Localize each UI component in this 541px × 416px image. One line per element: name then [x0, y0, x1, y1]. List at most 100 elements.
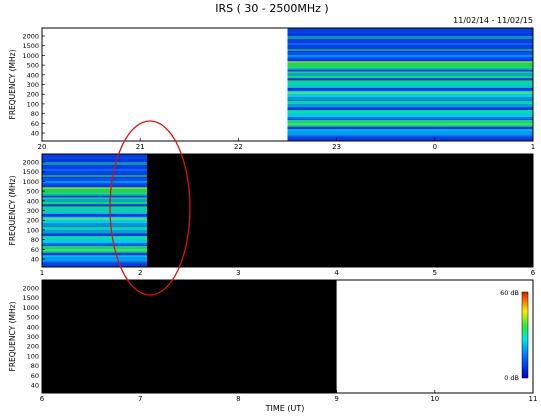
texture-line: [42, 237, 148, 238]
texture-line: [42, 230, 148, 231]
no-signal-region: [147, 154, 533, 267]
y-axis-label: FREQUENCY (MHz): [8, 175, 17, 245]
date-range: 11/02/14 - 11/02/15: [453, 16, 533, 25]
y-tick-label: 300: [27, 81, 39, 89]
x-tick-label: 5: [433, 269, 437, 277]
texture-line: [287, 56, 533, 57]
y-axis-label: FREQUENCY (MHz): [8, 301, 17, 371]
texture-line: [42, 163, 148, 164]
texture-line: [287, 73, 533, 74]
texture-line: [287, 49, 533, 50]
texture-line: [287, 87, 533, 88]
y-tick-label: 60: [31, 120, 39, 128]
y-tick-label: 1000: [22, 52, 39, 60]
texture-line: [287, 61, 533, 62]
frequency-band: [287, 100, 533, 108]
y-tick-label: 1500: [22, 294, 39, 302]
x-tick-label: 1: [531, 143, 535, 151]
texture-line: [287, 38, 533, 39]
texture-line: [287, 123, 533, 124]
texture-line: [287, 124, 533, 125]
x-tick-label: 2: [138, 269, 142, 277]
texture-line: [42, 213, 148, 214]
texture-line: [287, 75, 533, 76]
texture-line: [42, 170, 148, 171]
texture-line: [287, 105, 533, 106]
texture-line: [287, 130, 533, 131]
frequency-band: [42, 207, 148, 214]
frequency-band: [42, 226, 148, 234]
texture-line: [42, 206, 148, 207]
x-tick-label: 10: [430, 395, 439, 403]
colorbar-gradient: [521, 291, 529, 379]
texture-line: [287, 74, 533, 75]
y-tick-label: 80: [31, 110, 39, 118]
y-tick-label: 1000: [22, 178, 39, 186]
texture-line: [42, 158, 148, 159]
y-tick-label: 40: [31, 130, 39, 138]
frequency-band: [287, 42, 533, 50]
frequency-band: [42, 187, 148, 195]
texture-line: [287, 135, 533, 136]
texture-line: [287, 129, 533, 130]
texture-line: [42, 199, 148, 200]
texture-line: [287, 81, 533, 82]
x-tick-label: 8: [236, 395, 240, 403]
texture-line: [287, 80, 533, 81]
y-tick-label: 60: [31, 246, 39, 254]
texture-line: [287, 98, 533, 99]
texture-line: [42, 262, 148, 263]
y-tick-label: 1500: [22, 42, 39, 50]
texture-line: [42, 231, 148, 232]
y-tick-label: 200: [27, 343, 39, 351]
texture-line: [42, 200, 148, 201]
texture-line: [287, 86, 533, 87]
texture-line: [42, 195, 148, 196]
frequency-band: [42, 255, 148, 263]
no-signal-region: [42, 280, 337, 393]
texture-line: [287, 99, 533, 100]
y-tick-label: 1500: [22, 168, 39, 176]
frequency-band: [287, 110, 533, 117]
frequency-band: [42, 236, 148, 243]
y-tick-label: 60: [31, 372, 39, 380]
texture-line: [42, 162, 148, 163]
texture-line: [287, 92, 533, 93]
x-tick-label: 7: [138, 395, 142, 403]
texture-line: [42, 255, 148, 256]
texture-line: [42, 181, 148, 182]
colorbar-max-label: 60 dB: [500, 289, 519, 297]
texture-line: [287, 37, 533, 38]
y-tick-label: 2000: [22, 33, 39, 41]
y-tick-label: 300: [27, 333, 39, 341]
texture-line: [287, 43, 533, 44]
highlight-ellipse: [109, 120, 191, 296]
frequency-band: [42, 168, 148, 176]
texture-line: [287, 68, 533, 69]
x-tick-label: 21: [136, 143, 145, 151]
y-tick-label: 400: [27, 197, 39, 205]
y-tick-label: 100: [27, 352, 39, 360]
texture-line: [287, 44, 533, 45]
y-tick-label: 500: [27, 314, 39, 322]
texture-line: [287, 110, 533, 111]
texture-line: [287, 36, 533, 37]
texture-line: [42, 176, 148, 177]
texture-line: [42, 201, 148, 202]
y-tick-label: 2000: [22, 285, 39, 293]
texture-line: [42, 193, 148, 194]
texture-line: [42, 194, 148, 195]
colorbar-min-label: 0 dB: [504, 374, 519, 382]
texture-line: [287, 50, 533, 51]
y-tick-label: 40: [31, 256, 39, 264]
texture-line: [42, 249, 148, 250]
frequency-band: [287, 129, 533, 137]
frequency-band: [287, 61, 533, 69]
texture-line: [42, 244, 148, 245]
texture-line: [42, 188, 148, 189]
y-tick-label: 100: [27, 226, 39, 234]
